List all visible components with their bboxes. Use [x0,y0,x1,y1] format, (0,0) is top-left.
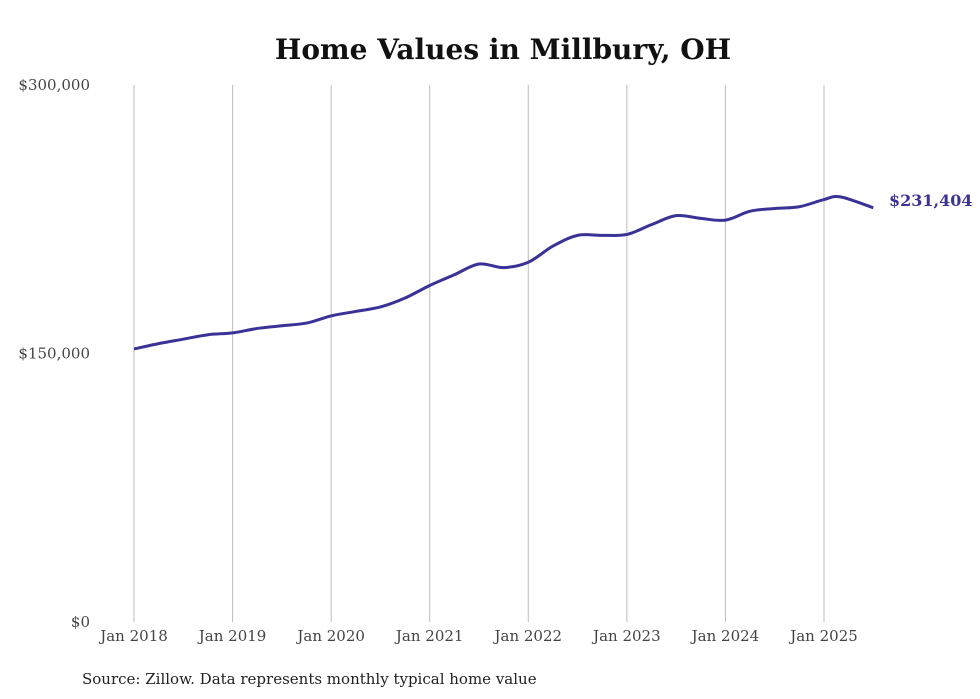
x-tick-label: Jan 2024 [690,627,760,645]
end-value-label: $231,404 [889,191,973,210]
x-tick-label: Jan 2020 [295,627,365,645]
x-tick-label: Jan 2021 [394,627,464,645]
x-tick-label: Jan 2025 [788,627,858,645]
chart-title: Home Values in Millbury, OH [275,33,731,66]
y-tick-label: $150,000 [18,345,90,363]
x-tick-label: Jan 2023 [591,627,661,645]
x-tick-label: Jan 2018 [98,627,168,645]
y-tick-label: $0 [71,613,90,631]
series-line [133,194,874,351]
x-tick-label: Jan 2019 [197,627,267,645]
x-tick-label: Jan 2022 [493,627,563,645]
source-note: Source: Zillow. Data represents monthly … [82,670,537,688]
y-tick-label: $300,000 [18,76,90,94]
